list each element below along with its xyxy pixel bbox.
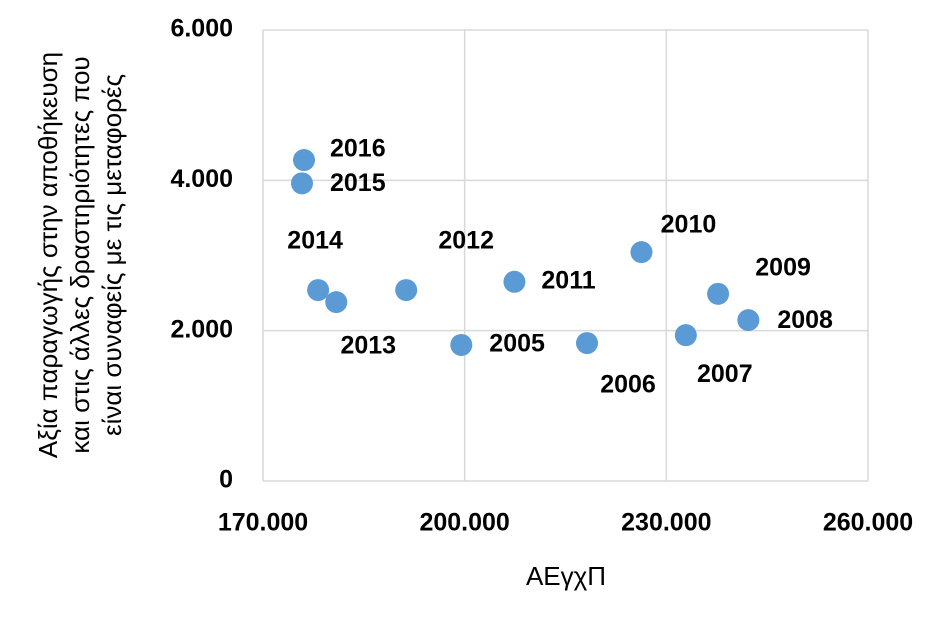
point-label: 2016 (330, 135, 386, 163)
point-label: 2012 (438, 227, 494, 255)
point (707, 282, 730, 305)
point-label: 2014 (287, 227, 343, 255)
point (576, 332, 599, 355)
x-tick-label: 230.000 (621, 509, 711, 537)
point-label: 2007 (697, 360, 753, 388)
x-tick-label: 200.000 (419, 509, 509, 537)
y-axis-title: Αξία παραγωγής στην αποθήκευση και στις … (33, 52, 127, 458)
point-label: 2005 (489, 330, 545, 358)
x-axis-title: ΑΕγχΠ (526, 561, 606, 591)
x-tick-label: 170.000 (218, 509, 308, 537)
y-axis-title-line: είναι συναφείς με τις μεταφορές (97, 74, 127, 436)
y-tick-label: 4.000 (170, 165, 233, 193)
point (503, 270, 526, 293)
x-tick-label: 260.000 (823, 509, 913, 537)
point (674, 324, 697, 347)
point (737, 309, 760, 332)
point (450, 333, 473, 356)
y-axis-title-line: Αξία παραγωγής στην αποθήκευση (33, 52, 63, 458)
point-label: 2011 (541, 266, 595, 294)
point (307, 279, 330, 302)
point-label: 2015 (330, 169, 386, 197)
point (630, 241, 653, 264)
point (293, 149, 316, 172)
y-tick-label: 6.000 (170, 15, 233, 43)
point-label: 2009 (755, 253, 811, 281)
point-label: 2010 (661, 211, 717, 239)
point-label: 2006 (600, 371, 656, 399)
point (290, 172, 313, 195)
point (325, 291, 348, 314)
y-axis-title-line: και στις άλλες δραστηριότητες που (65, 56, 95, 453)
y-tick-label: 2.000 (170, 315, 233, 343)
point-label: 2008 (777, 306, 833, 334)
point-label: 2013 (340, 332, 396, 360)
y-tick-label: 0 (219, 466, 233, 494)
point (395, 279, 418, 302)
